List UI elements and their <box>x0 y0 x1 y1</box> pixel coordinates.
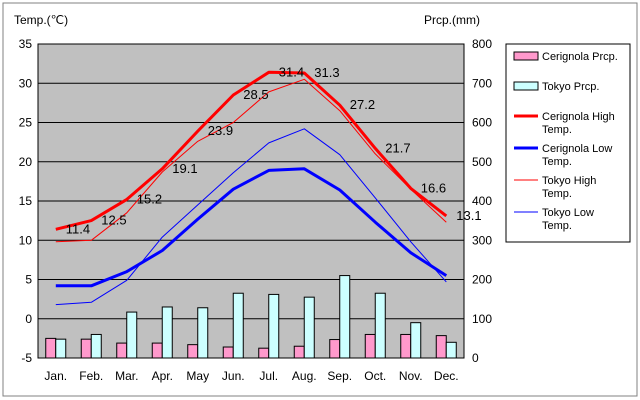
right-tick-label: 300 <box>472 233 492 247</box>
bar <box>222 346 234 359</box>
right-tick-label: 600 <box>472 116 492 130</box>
bar <box>45 337 57 359</box>
bar <box>445 341 457 359</box>
x-tick-label: Aug. <box>292 369 317 383</box>
right-axis-title: Prcp.(mm) <box>424 13 480 27</box>
x-tick-label: Jun. <box>222 369 245 383</box>
left-tick-label: 15 <box>19 194 33 208</box>
right-tick-label: 700 <box>472 76 492 90</box>
bar <box>197 307 209 359</box>
legend: Cerignola Prcp. Tokyo Prcp. Cerignola High… <box>505 43 631 243</box>
bar <box>80 338 92 359</box>
legend-swatch <box>513 51 539 61</box>
left-tick-label: -5 <box>21 351 32 365</box>
bar <box>116 342 128 359</box>
bar <box>90 333 102 359</box>
right-tick-label: 200 <box>472 273 492 287</box>
bar <box>364 333 376 359</box>
left-tick-label: 25 <box>19 116 33 130</box>
series-line <box>55 70 448 231</box>
legend-label: Temp. <box>542 124 572 136</box>
bar <box>161 306 173 359</box>
bar <box>329 339 341 359</box>
axes: -5 0 5 10 15 20 25 30 35 0 100 200 300 400 500 600 700 80… <box>19 37 493 383</box>
x-tick-label: Oct. <box>364 369 386 383</box>
left-tick-label: 10 <box>19 233 33 247</box>
legend-label: Temp. <box>542 156 572 168</box>
x-tick-label: Jul. <box>259 369 278 383</box>
bar <box>55 338 67 359</box>
bar <box>151 342 163 359</box>
legend-label: Cerignola Low <box>542 143 612 155</box>
x-tick-label: Jan. <box>44 369 67 383</box>
data-labels: 11.4 12.5 15.2 19.1 23.9 28.5 31.4 31.3 27.2 21.7… <box>66 64 482 236</box>
bar <box>400 333 412 359</box>
legend-label: Tokyo Low <box>542 207 594 219</box>
data-label: 11.4 <box>66 221 90 236</box>
bar <box>268 293 280 359</box>
bar <box>435 335 447 359</box>
left-tick-label: 0 <box>25 312 32 326</box>
data-label: 16.6 <box>421 180 446 195</box>
right-tick-label: 500 <box>472 155 492 169</box>
bar <box>293 345 305 359</box>
precipitation-bars <box>45 275 457 359</box>
right-tick-label: 0 <box>472 351 479 365</box>
x-tick-label: Sep. <box>327 369 352 383</box>
data-label: 31.3 <box>314 65 339 80</box>
right-tick-label: 800 <box>472 37 492 51</box>
legend-label: Cerignola High <box>542 111 615 123</box>
left-tick-label: 30 <box>19 76 33 90</box>
bar <box>339 275 351 359</box>
legend-swatch <box>513 81 539 91</box>
legend-label: Temp. <box>542 220 572 232</box>
bar <box>303 296 315 359</box>
x-tick-label: Nov. <box>399 369 423 383</box>
data-label: 15.2 <box>137 191 162 206</box>
bar <box>258 347 270 359</box>
bar <box>374 292 386 359</box>
data-label: 27.2 <box>350 97 375 112</box>
legend-label: Temp. <box>542 188 572 200</box>
data-label: 13.1 <box>456 208 481 223</box>
x-tick-label: Apr. <box>152 369 173 383</box>
left-tick-label: 5 <box>25 273 32 287</box>
legend-box <box>505 43 631 243</box>
legend-label: Tokyo Prcp. <box>542 81 599 93</box>
left-tick-label: 20 <box>19 155 33 169</box>
legend-label: Tokyo High <box>542 175 596 187</box>
left-tick-label: 35 <box>19 37 33 51</box>
x-tick-label: Dec. <box>434 369 459 383</box>
temperature-lines <box>55 70 448 306</box>
bar <box>410 322 422 359</box>
data-label: 31.4 <box>279 64 304 79</box>
x-tick-label: May <box>186 369 209 383</box>
bar <box>187 344 199 359</box>
data-label: 21.7 <box>385 140 410 155</box>
data-label: 19.1 <box>172 161 197 176</box>
bar <box>126 311 138 359</box>
x-tick-label: Mar. <box>115 369 138 383</box>
bar <box>232 292 244 359</box>
series-line <box>55 78 447 243</box>
series-line <box>55 128 447 306</box>
data-label: 23.9 <box>208 123 233 138</box>
data-label: 28.5 <box>243 87 268 102</box>
x-tick-label: Feb. <box>79 369 103 383</box>
series-line <box>55 167 448 288</box>
right-tick-label: 100 <box>472 312 492 326</box>
left-axis-title: Temp.(℃) <box>14 13 68 27</box>
right-tick-label: 400 <box>472 194 492 208</box>
data-label: 12.5 <box>101 213 126 228</box>
legend-label: Cerignola Prcp. <box>542 51 618 63</box>
